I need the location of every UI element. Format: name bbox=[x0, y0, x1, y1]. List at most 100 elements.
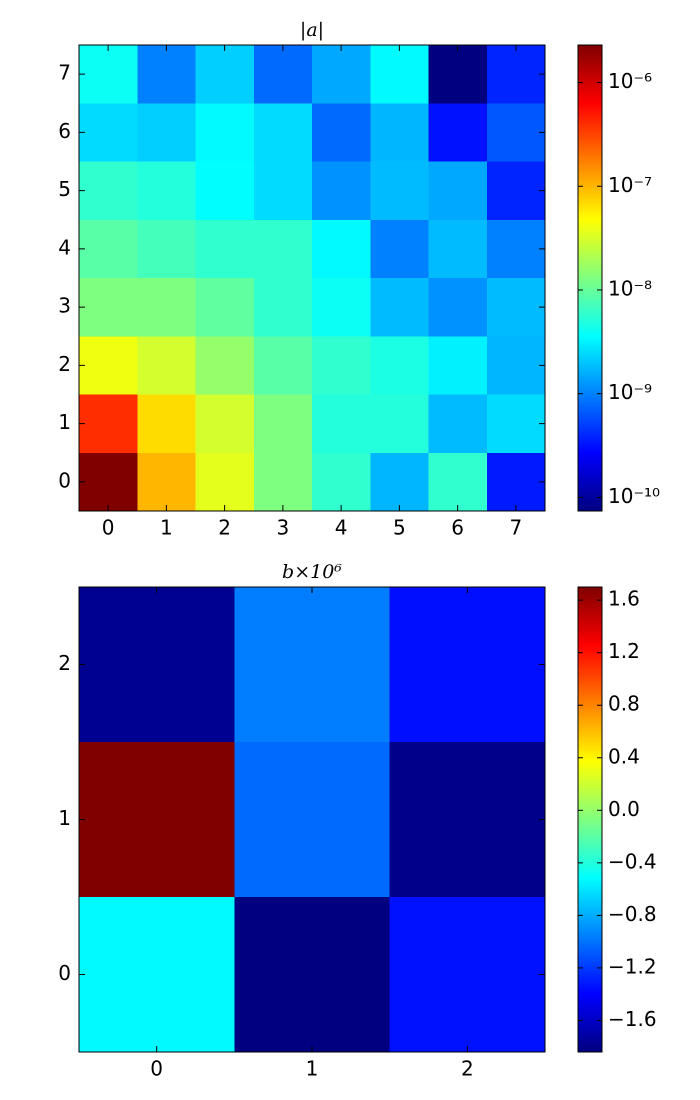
heatmap-cell bbox=[195, 103, 254, 162]
plot-frame bbox=[78, 44, 546, 512]
y-tick-label: 1 bbox=[58, 806, 71, 830]
x-tick-label: 0 bbox=[150, 1057, 163, 1081]
y-tick-label: 5 bbox=[58, 177, 71, 201]
heatmap-cell bbox=[234, 587, 390, 742]
y-tick-label: 0 bbox=[58, 961, 71, 985]
heatmap-cell bbox=[312, 45, 371, 104]
colorbar-tick-label: 0.8 bbox=[608, 692, 640, 716]
x-tick-label: 5 bbox=[393, 516, 406, 540]
colorbar-tick-label: 1.2 bbox=[608, 639, 640, 663]
heatmap-cell bbox=[428, 336, 487, 395]
x-tick-label: 2 bbox=[461, 1057, 474, 1081]
heatmap-cell bbox=[312, 336, 371, 395]
y-tick-label: 2 bbox=[58, 352, 71, 376]
heatmap-cell bbox=[312, 452, 371, 511]
x-tick-label: 4 bbox=[335, 516, 348, 540]
x-tick-label: 3 bbox=[277, 516, 290, 540]
heatmap-cell bbox=[79, 587, 235, 742]
x-tick-label: 2 bbox=[218, 516, 231, 540]
y-tick-label: 3 bbox=[58, 294, 71, 318]
heatmap-cell bbox=[253, 394, 312, 453]
heatmap-cell bbox=[253, 452, 312, 511]
heatmap-cell bbox=[253, 161, 312, 220]
heatmap-cell bbox=[79, 45, 138, 104]
heatmap-cell bbox=[137, 336, 196, 395]
colorbar-tick-label: 10⁻⁷ bbox=[608, 173, 652, 197]
heatmap-cell bbox=[486, 219, 545, 278]
heatmap-cell bbox=[137, 278, 196, 337]
heatmap-cell bbox=[486, 336, 545, 395]
heatmap-cell bbox=[370, 394, 429, 453]
colorbar-tick-label: −1.6 bbox=[608, 1007, 657, 1031]
heatmap-cell bbox=[428, 103, 487, 162]
heatmap-cell bbox=[428, 45, 487, 104]
heatmap-cell bbox=[195, 336, 254, 395]
heatmap-cell bbox=[137, 452, 196, 511]
y-tick-label: 4 bbox=[58, 235, 71, 259]
heatmap-cell bbox=[253, 103, 312, 162]
x-tick-label: 6 bbox=[451, 516, 464, 540]
x-tick-label: 0 bbox=[102, 516, 115, 540]
colorbar-tick-label: 10⁻¹⁰ bbox=[608, 484, 660, 508]
y-tick-label: 7 bbox=[58, 61, 71, 85]
heatmap-cell bbox=[137, 161, 196, 220]
colorbar bbox=[577, 44, 603, 512]
colorbar-tick-label: −1.2 bbox=[608, 954, 657, 978]
heatmap-cell bbox=[195, 161, 254, 220]
heatmap-cell bbox=[428, 278, 487, 337]
heatmap-cell bbox=[137, 394, 196, 453]
heatmap-cell bbox=[195, 219, 254, 278]
heatmap-cell bbox=[79, 897, 235, 1052]
heatmap-cell bbox=[486, 45, 545, 104]
colorbar-tick-label: 1.6 bbox=[608, 587, 640, 611]
heatmap-cell bbox=[137, 219, 196, 278]
heatmap-cell bbox=[312, 394, 371, 453]
heatmap-cell bbox=[486, 452, 545, 511]
colorbar-tick-label: −0.8 bbox=[608, 902, 657, 926]
heatmap-cell bbox=[79, 219, 138, 278]
colorbar-tick-label: 0.4 bbox=[608, 744, 640, 768]
colorbar-tick-label: 0.0 bbox=[608, 797, 640, 821]
colorbar bbox=[577, 586, 603, 1053]
heatmap-cell bbox=[486, 103, 545, 162]
y-tick-label: 2 bbox=[58, 651, 71, 675]
heatmap-cell bbox=[486, 161, 545, 220]
colorbar-tick-label: 10⁻⁶ bbox=[608, 69, 652, 93]
heatmap-cell bbox=[79, 278, 138, 337]
heatmap-cell bbox=[389, 742, 545, 897]
heatmap-cell bbox=[195, 45, 254, 104]
colorbar-tick-label: −0.4 bbox=[608, 849, 657, 873]
heatmap-cell bbox=[253, 219, 312, 278]
heatmap-cell bbox=[234, 897, 390, 1052]
heatmap-cell bbox=[389, 897, 545, 1052]
heatmap-cell bbox=[79, 103, 138, 162]
heatmap-cell bbox=[253, 45, 312, 104]
x-tick-label: 1 bbox=[160, 516, 173, 540]
heatmap-cell bbox=[253, 336, 312, 395]
heatmap-cell bbox=[312, 161, 371, 220]
heatmap-cell bbox=[79, 742, 235, 897]
heatmap-cell bbox=[195, 452, 254, 511]
heatmap-cell bbox=[370, 103, 429, 162]
heatmap-cell bbox=[312, 278, 371, 337]
x-tick-label: 7 bbox=[510, 516, 523, 540]
heatmap-cell bbox=[195, 394, 254, 453]
heatmap-cell bbox=[370, 452, 429, 511]
heatmap-cell bbox=[195, 278, 254, 337]
heatmap-cell bbox=[486, 394, 545, 453]
colorbar-tick-label: 10⁻⁸ bbox=[608, 276, 652, 300]
colorbar-tick-label: 10⁻⁹ bbox=[608, 380, 652, 404]
heatmap-cell bbox=[79, 336, 138, 395]
heatmap-cell bbox=[428, 219, 487, 278]
heatmap-cell bbox=[486, 278, 545, 337]
heatmap-cell bbox=[370, 219, 429, 278]
x-tick-label: 1 bbox=[306, 1057, 319, 1081]
heatmap-cell bbox=[137, 45, 196, 104]
heatmap-cell bbox=[389, 587, 545, 742]
heatmap-cell bbox=[428, 394, 487, 453]
heatmap-cell bbox=[370, 45, 429, 104]
heatmap-cell bbox=[370, 278, 429, 337]
y-tick-label: 1 bbox=[58, 410, 71, 434]
heatmap-cell bbox=[79, 161, 138, 220]
